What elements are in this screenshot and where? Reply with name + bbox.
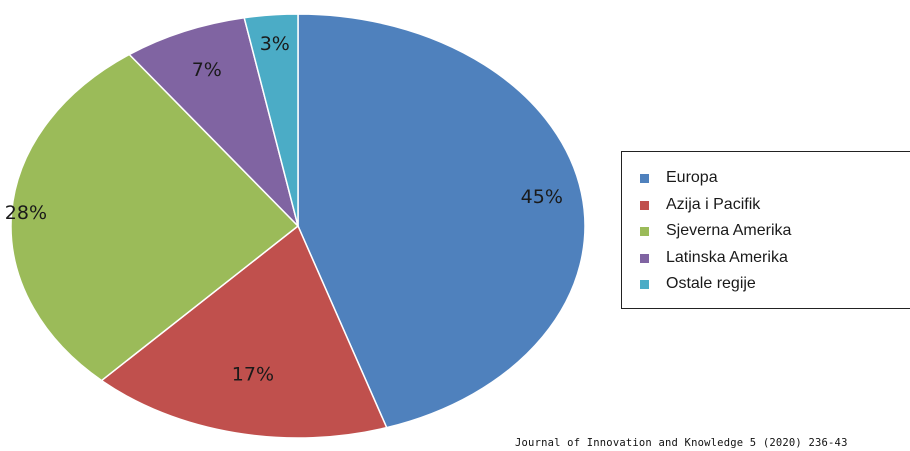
- legend-label-europa: Europa: [666, 169, 718, 186]
- legend-item-europa: Europa: [640, 166, 718, 190]
- legend-label-sjeverna-amerika: Sjeverna Amerika: [666, 222, 792, 239]
- pie-slice-ostale-regije: [243, 13, 299, 227]
- source-citation: Journal of Innovation and Knowledge 5 (2…: [515, 437, 848, 449]
- legend-swatch-azija-i-pacifik: [640, 200, 649, 210]
- pie-slice-latinska-amerika: [128, 16, 300, 229]
- legend-swatch-ostale-regije: [640, 279, 649, 289]
- pie-slice-sjeverna-amerika: [10, 53, 300, 382]
- pie-label-azija-i-pacifik: 17%: [232, 364, 274, 386]
- pie-slice-europa: [297, 13, 586, 429]
- legend-item-ostale-regije: Ostale regije: [640, 272, 756, 296]
- pie-slice-azija-i-pacifik: [100, 224, 388, 439]
- legend-item-azija-i-pacifik: Azija i Pacifik: [640, 193, 760, 217]
- legend-label-ostale-regije: Ostale regije: [666, 275, 756, 292]
- legend-label-azija-i-pacifik: Azija i Pacifik: [666, 196, 761, 213]
- legend: Europa Azija i Pacifik Sjeverna Amerika …: [621, 151, 910, 309]
- pie-slices: [10, 13, 586, 439]
- legend-swatch-europa: [640, 173, 649, 183]
- pie-label-europa: 45%: [521, 186, 563, 208]
- pie-label-latinska-amerika: 7%: [192, 59, 222, 81]
- pie-label-sjeverna-amerika: 28%: [5, 202, 47, 224]
- legend-label-latinska-amerika: Latinska Amerika: [666, 249, 788, 266]
- legend-item-sjeverna-amerika: Sjeverna Amerika: [640, 219, 791, 243]
- pie-label-ostale-regije: 3%: [260, 33, 290, 55]
- legend-swatch-latinska-amerika: [640, 253, 649, 263]
- legend-swatch-sjeverna-amerika: [640, 226, 649, 236]
- pie-labels: 45% 17% 28% 7% 3%: [5, 33, 563, 386]
- legend-item-latinska-amerika: Latinska Amerika: [640, 246, 788, 270]
